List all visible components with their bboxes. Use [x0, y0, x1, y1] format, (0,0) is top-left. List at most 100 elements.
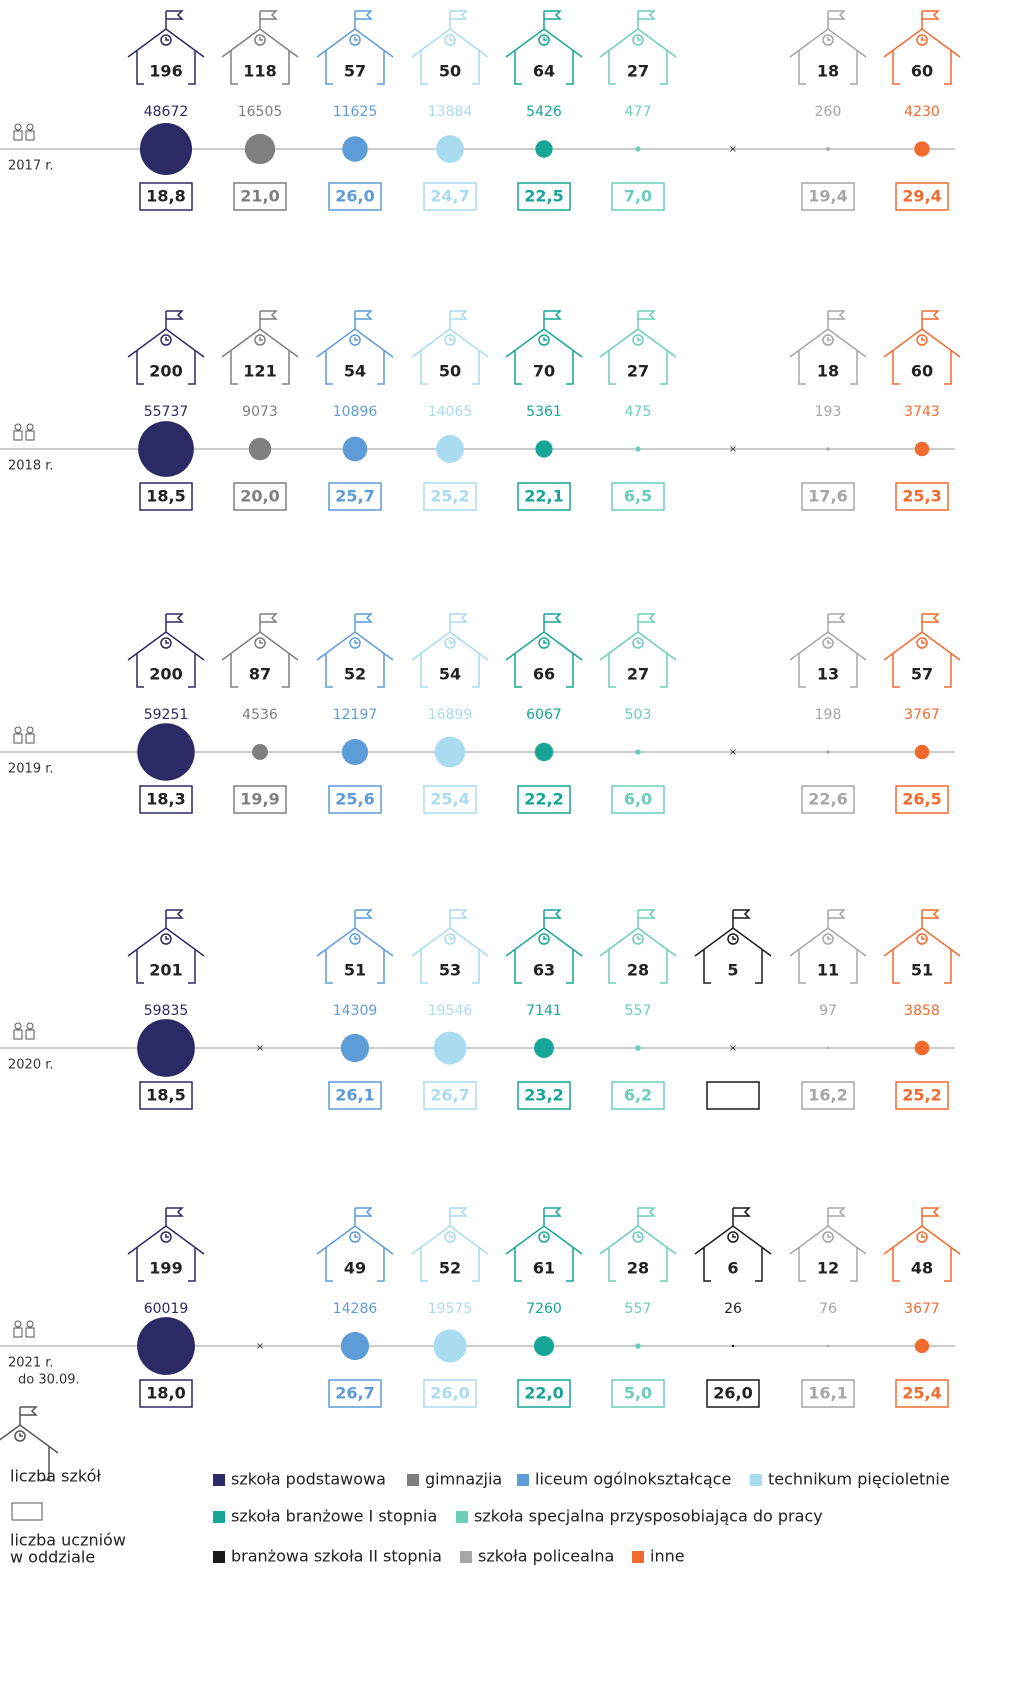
legend-item: branżowa szkoła II stopnia [231, 1547, 442, 1566]
student-bubble [635, 749, 641, 755]
school-icon [789, 1207, 867, 1282]
flag [165, 613, 184, 632]
school-count: 87 [249, 665, 271, 684]
school-icon [505, 310, 583, 385]
flag [165, 10, 184, 29]
school-icon [316, 310, 394, 385]
school-icon [316, 613, 394, 688]
school-icon [505, 613, 583, 688]
school-icon [127, 10, 205, 85]
school-icon [127, 310, 205, 385]
student-bubble [826, 1046, 830, 1050]
school-icon [505, 1207, 583, 1282]
missing-marker: × [256, 1043, 264, 1054]
class-size-box [895, 482, 949, 511]
clock-hands [259, 337, 263, 341]
school-count: 53 [439, 961, 461, 980]
student-bubble [248, 437, 272, 461]
class-size-box [139, 785, 193, 814]
school-icon [316, 1207, 394, 1282]
class-size: 25,3 [902, 487, 941, 506]
clock-hands [449, 640, 453, 644]
student-bubble [436, 435, 464, 463]
clock-hands [165, 640, 169, 644]
school-icon [789, 909, 867, 984]
school-count: 50 [439, 62, 461, 81]
class-size: 16,1 [808, 1384, 847, 1403]
flag [354, 10, 373, 29]
clock [822, 933, 834, 945]
school-icon [694, 1207, 772, 1282]
student-count: 5426 [526, 104, 562, 120]
flag [637, 310, 656, 329]
student-count: 26 [724, 1301, 742, 1317]
missing-marker: × [729, 1043, 737, 1054]
clock [632, 334, 644, 346]
clock-hands [165, 337, 169, 341]
body [13, 1327, 23, 1338]
flag [543, 909, 562, 928]
body [25, 1029, 35, 1040]
students-icon [13, 726, 35, 744]
flag [732, 909, 751, 928]
head [26, 1022, 34, 1030]
class-size-box [895, 785, 949, 814]
legend-label: liczba szkół [10, 1467, 101, 1486]
clock [254, 334, 266, 346]
year-label: 2019 r. [8, 762, 54, 777]
head [14, 123, 22, 131]
head [26, 423, 34, 431]
school-count: 18 [817, 362, 839, 381]
school-icon [127, 909, 205, 984]
year-label: do 30.09. [18, 1373, 80, 1388]
clock-hands [449, 936, 453, 940]
missing-marker: × [256, 1341, 264, 1352]
class-size: 18,3 [146, 790, 185, 809]
class-size: 22,5 [524, 187, 563, 206]
student-count: 7260 [526, 1301, 562, 1317]
class-size-box [328, 182, 382, 211]
flag [921, 310, 940, 329]
school-icon [694, 909, 772, 984]
student-bubble [244, 133, 276, 165]
flag [921, 10, 940, 29]
flag [449, 10, 468, 29]
student-bubble [914, 141, 930, 157]
school-icon [127, 1207, 205, 1282]
body [25, 130, 35, 141]
clock [916, 933, 928, 945]
class-size-box [611, 785, 665, 814]
student-bubble [914, 1338, 930, 1354]
class-size-box [801, 785, 855, 814]
class-size-box [517, 1081, 571, 1110]
clock [916, 334, 928, 346]
school-count: 63 [533, 961, 555, 980]
clock [632, 1231, 644, 1243]
flag [543, 613, 562, 632]
student-bubble [340, 1331, 370, 1361]
class-size: 26,0 [713, 1384, 752, 1403]
student-bubble [342, 436, 368, 462]
school-count: 201 [149, 961, 182, 980]
clock [160, 34, 172, 46]
student-bubble [635, 146, 641, 152]
class-size-box [517, 1379, 571, 1408]
clock-hands [543, 1234, 547, 1238]
clock-hands [354, 936, 358, 940]
student-bubble [342, 136, 368, 162]
legend-item: szkoła policealna [478, 1547, 614, 1566]
school-count: 57 [344, 62, 366, 81]
class-size-box [801, 182, 855, 211]
school-icon [883, 909, 961, 984]
flag [921, 613, 940, 632]
class-size-box [328, 1379, 382, 1408]
student-bubble [137, 1317, 195, 1375]
student-count: 13884 [428, 104, 473, 120]
flag [449, 909, 468, 928]
school-icon [505, 10, 583, 85]
clock-hands [921, 337, 925, 341]
class-size-box [801, 1081, 855, 1110]
clock [444, 933, 456, 945]
class-size: 18,8 [146, 187, 185, 206]
class-size-box [611, 182, 665, 211]
